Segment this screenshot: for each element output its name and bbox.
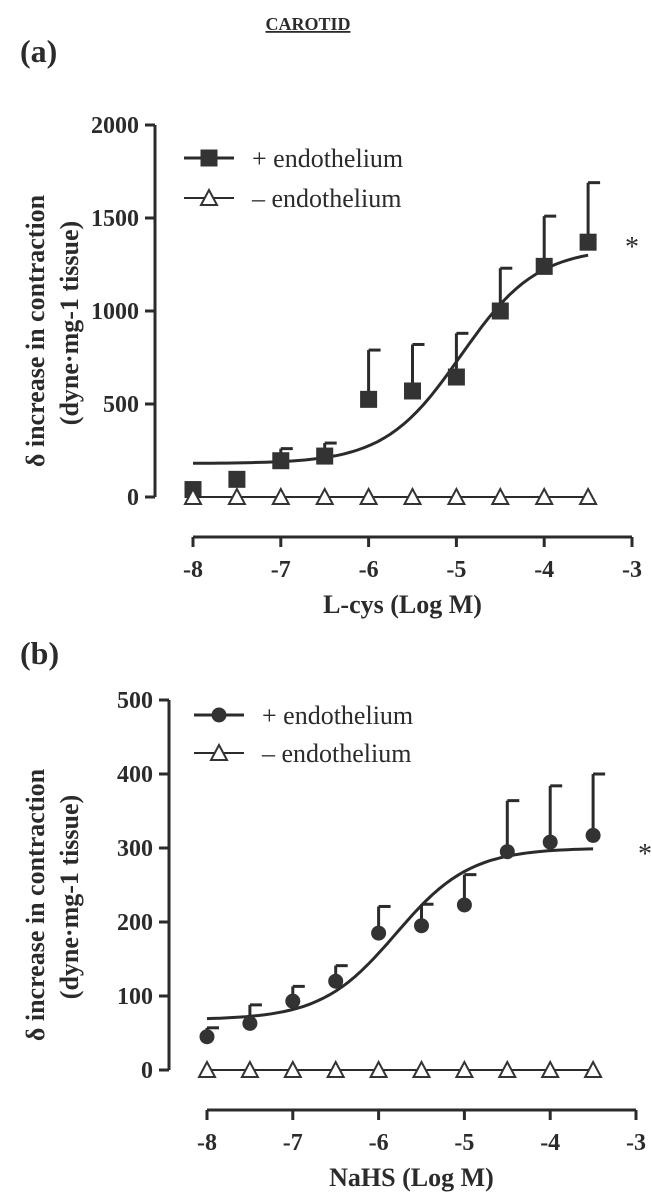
chart1-x-tick-label: -6	[369, 1130, 389, 1156]
chart1-data-point	[240, 1059, 260, 1078]
chart0-y-tick-label: 500	[103, 392, 139, 418]
chart0-panel-label: (a)	[20, 33, 57, 69]
chart1-data-point	[540, 1059, 560, 1078]
chart0-y-axis-title: δ increase in contraction	[21, 194, 50, 467]
chart1-x-axis-title: NaHS (Log M)	[329, 1163, 494, 1192]
chart0-data-point	[358, 486, 379, 505]
chart1-data-point	[197, 1059, 217, 1078]
chart1-data-point	[454, 1059, 475, 1078]
chart1-data-point	[242, 1015, 258, 1031]
chart0-y-tick-label: 1500	[91, 206, 139, 232]
chart1-series-2	[197, 1059, 603, 1078]
chart1-y-tick-label: 300	[117, 836, 153, 862]
panel-a: (a) 0 500 1000 1500 2000 -8 -7 -6 -5 -4 -3 L-cys (Lo…	[20, 33, 642, 619]
chart1-x-tick-label: -7	[283, 1130, 303, 1156]
chart0-data-point	[272, 452, 290, 470]
chart0-y-tick-label: 2000	[91, 113, 139, 139]
chart1-data-point	[328, 973, 344, 989]
chart0-y-axis-subtitle: (dyne·mg-1 tissue)	[55, 221, 84, 425]
chart1-x-tick-label: -4	[540, 1130, 560, 1156]
chart1-data-point	[414, 918, 429, 934]
chart1-y-tick-label: 400	[117, 762, 153, 788]
chart0-data-point	[579, 233, 597, 251]
chart1-series-1-fit-line	[206, 847, 594, 1021]
chart0-x-tick-label: -3	[622, 557, 642, 583]
chart0-legend-label: + endothelium	[252, 144, 403, 173]
chart1-y-tick-label: 200	[117, 910, 153, 936]
chart0-data-point	[227, 486, 247, 505]
chart1-data-point	[199, 1029, 215, 1045]
chart0-y-tick-label: 0	[127, 485, 139, 511]
chart0-data-point	[402, 486, 423, 505]
chart1-data-point	[368, 1059, 389, 1078]
chart1-x-tick-label: -3	[626, 1130, 646, 1156]
chart1-y-tick-label: 0	[141, 1058, 153, 1084]
chart0-data-point	[316, 447, 334, 465]
chart1-y-tick-label: 100	[117, 984, 153, 1010]
chart0-data-point	[491, 302, 509, 320]
chart0-data-point	[534, 486, 554, 505]
chart0-data-point	[490, 486, 510, 505]
chart0-data-point	[447, 368, 465, 386]
chart0-y-tick-label: 1000	[91, 299, 139, 325]
chart0-legend-marker	[200, 149, 218, 167]
chart1-data-point	[542, 834, 558, 850]
chart1-data-point	[326, 1059, 346, 1078]
chart0-data-point	[578, 486, 598, 505]
chart0-x-tick-label: -8	[183, 557, 203, 583]
chart1-series-1	[199, 772, 606, 1045]
chart1-legend-label: – endothelium	[261, 739, 411, 768]
chart0-data-point	[404, 382, 421, 400]
chart0-x-tick-label: -6	[359, 557, 379, 583]
figure-header: CAROTID	[265, 14, 350, 34]
chart0-data-point	[360, 390, 378, 408]
chart0-x-tick-label: -7	[271, 557, 291, 583]
chart1-data-point	[411, 1059, 432, 1078]
chart1-data-point	[499, 844, 515, 860]
chart1-data-point	[585, 827, 601, 843]
chart0-series-1-fit-line	[193, 253, 589, 465]
chart1-panel-label: (b)	[20, 635, 59, 671]
chart0-legend-entry-2: – endothelium	[184, 184, 401, 213]
chart1-significance-marker: *	[638, 839, 652, 870]
chart0-series-1	[184, 181, 601, 499]
chart1-x-tick-label: -8	[197, 1130, 217, 1156]
panel-b: (b) 0 100 200 300 400 500 -8 -7 -6 -5 -4 -3 NaHS (Log…	[20, 635, 652, 1192]
chart0-legend-marker	[199, 187, 219, 206]
chart1-legend-label: + endothelium	[262, 701, 413, 730]
chart1-legend-entry-1: + endothelium	[194, 701, 413, 730]
chart0-data-point	[315, 486, 335, 505]
chart0-data-point	[183, 486, 203, 505]
chart0-data-point	[535, 257, 553, 275]
chart1-data-point	[371, 925, 387, 941]
chart1-data-point	[497, 1059, 517, 1078]
chart0-x-axis-title: L-cys (Log M)	[323, 590, 482, 619]
chart1-data-point	[285, 993, 301, 1009]
chart1-y-axis-subtitle: (dyne·mg-1 tissue)	[55, 795, 84, 999]
chart0-x-tick-label: -5	[446, 557, 466, 583]
chart1-data-point	[456, 897, 472, 913]
chart0-significance-marker: *	[625, 232, 639, 263]
chart0-data-point	[446, 486, 467, 505]
chart1-y-tick-label: 500	[117, 688, 153, 714]
chart0-legend-entry-1: + endothelium	[184, 144, 403, 173]
chart1-data-point	[583, 1059, 603, 1078]
chart1-x-tick-label: -5	[454, 1130, 474, 1156]
chart1-legend-marker	[209, 742, 229, 761]
chart0-x-tick-label: -4	[534, 557, 554, 583]
chart0-series-2	[183, 486, 598, 505]
chart0-data-point	[271, 486, 291, 505]
chart1-legend-entry-2: – endothelium	[194, 739, 411, 768]
chart1-legend-marker	[211, 707, 227, 723]
chart0-data-point	[228, 470, 246, 488]
chart1-y-axis-title: δ increase in contraction	[21, 768, 50, 1041]
chart0-legend-label: – endothelium	[251, 184, 401, 213]
chart1-data-point	[283, 1059, 303, 1078]
